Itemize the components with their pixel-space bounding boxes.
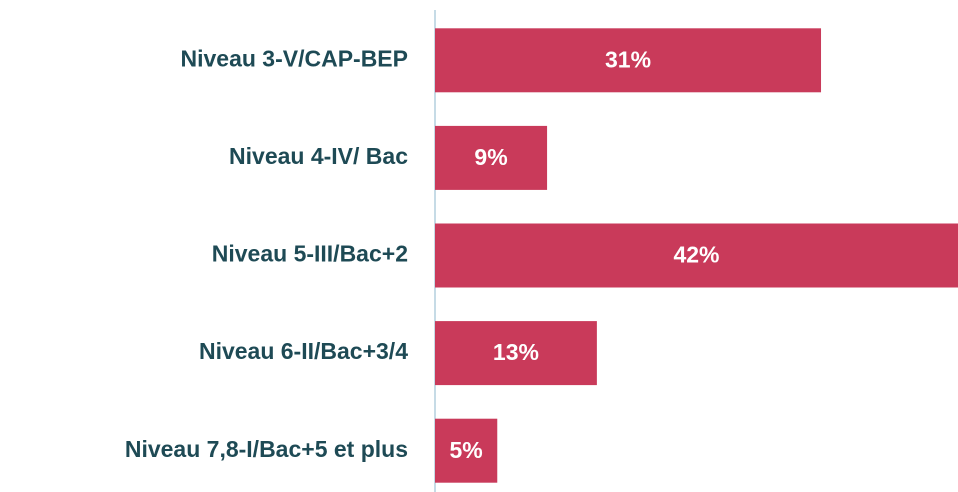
bar bbox=[435, 418, 498, 483]
category-label: Niveau 7,8-I/Bac+5 et plus bbox=[125, 436, 408, 462]
bar bbox=[435, 28, 822, 93]
category-label: Niveau 3-V/CAP-BEP bbox=[180, 45, 408, 71]
value-label: 9% bbox=[474, 144, 507, 170]
bar bbox=[435, 125, 548, 190]
bar bbox=[435, 223, 958, 288]
value-label: 42% bbox=[673, 242, 719, 268]
bar bbox=[435, 321, 597, 386]
value-label: 31% bbox=[605, 46, 651, 72]
value-label: 5% bbox=[450, 437, 483, 463]
category-label: Niveau 6-II/Bac+3/4 bbox=[199, 338, 408, 364]
value-label: 13% bbox=[493, 339, 539, 365]
category-label: Niveau 4-IV/ Bac bbox=[229, 143, 408, 169]
category-label: Niveau 5-III/Bac+2 bbox=[212, 241, 408, 267]
